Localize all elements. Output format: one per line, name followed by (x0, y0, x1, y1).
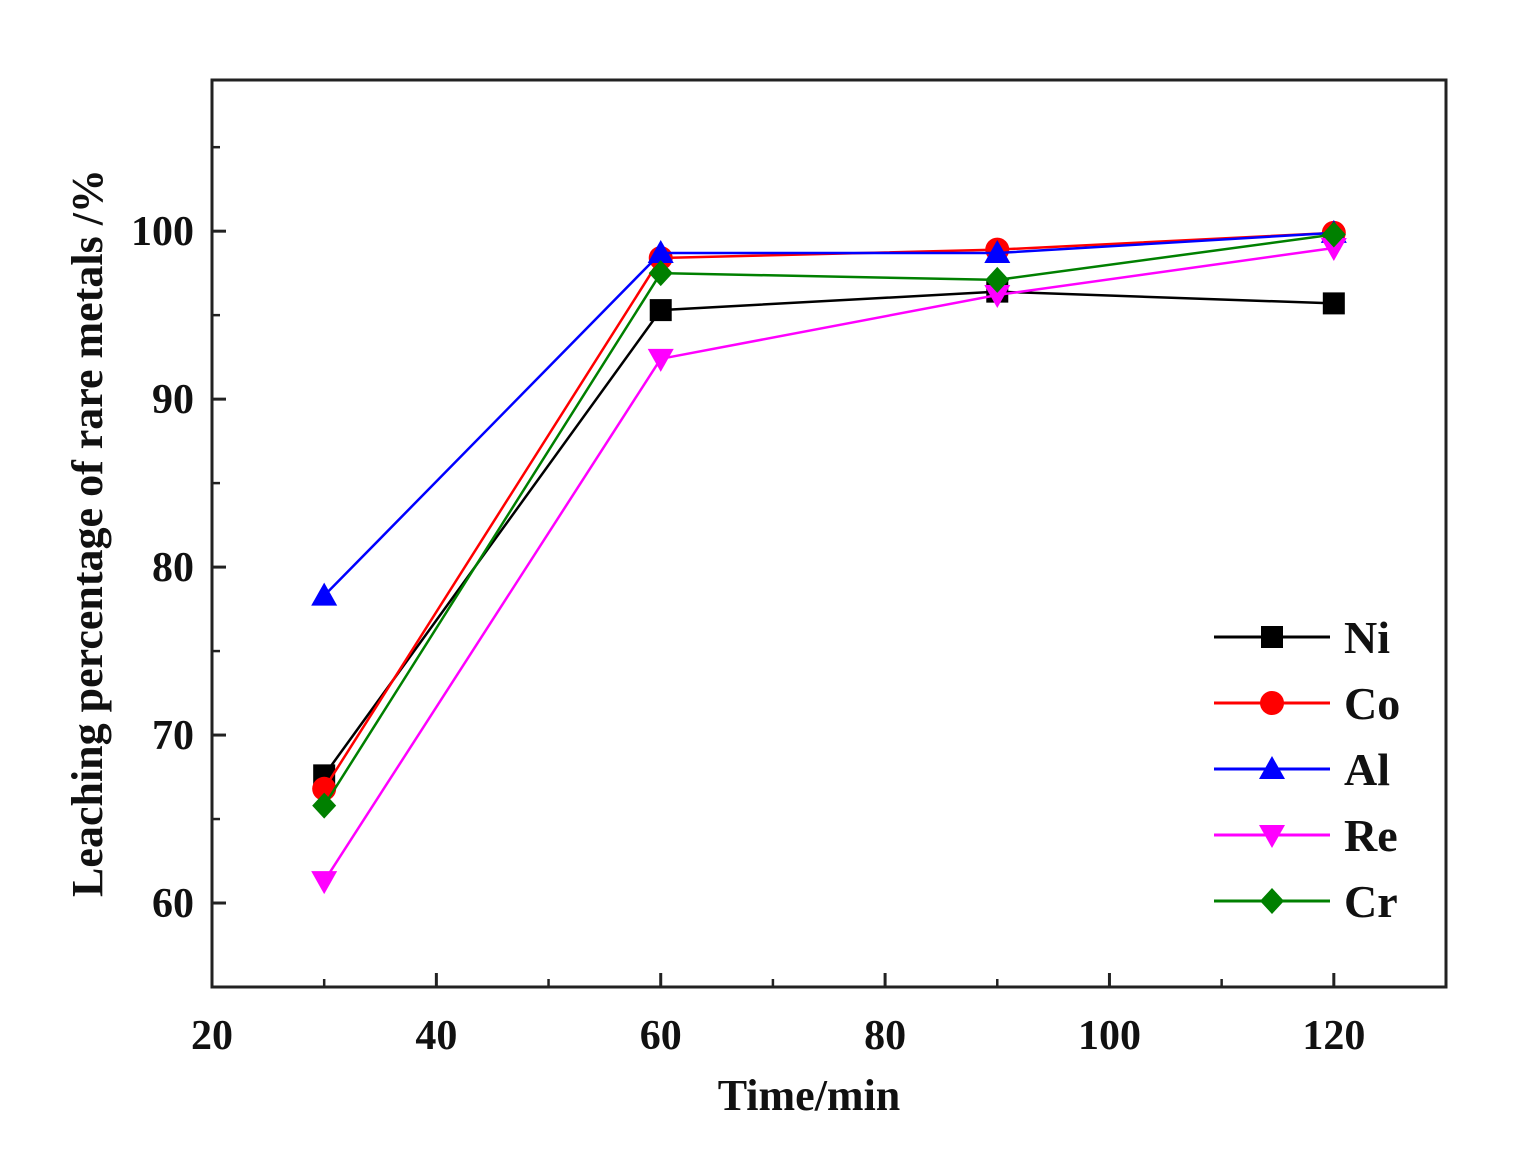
series-line-ni (323, 290, 1334, 777)
y-axis-title: Leaching percentage of rare metals /% (63, 169, 112, 897)
y-axis: 60 70 80 90 100 (131, 145, 226, 989)
series-line-re (323, 246, 1334, 882)
series-layer (311, 219, 1347, 895)
legend-marker-al (1259, 756, 1285, 779)
x-tick-label: 40 (415, 1013, 457, 1059)
series-co (312, 220, 1346, 801)
legend-label: Ni (1344, 612, 1390, 663)
data-point-cr (648, 260, 673, 287)
plot-frame (210, 78, 1448, 989)
legend-item-co: Co (1214, 678, 1400, 729)
data-point-ni (649, 299, 672, 322)
data-point-ni (1322, 292, 1345, 315)
legend-item-cr: Cr (1214, 876, 1398, 927)
legend-marker-re (1259, 825, 1285, 848)
series-cr (312, 221, 1346, 819)
legend-label: Re (1344, 810, 1398, 861)
data-point-re (311, 871, 338, 895)
x-axis: 20 40 60 80 100 120 (191, 973, 1365, 1059)
legend-item-re: Re (1214, 810, 1398, 861)
legend-marker-ni (1261, 626, 1283, 648)
data-point-re (647, 348, 674, 372)
legend-item-ni: Ni (1214, 612, 1390, 663)
data-point-al (647, 240, 674, 264)
legend-marker-cr (1260, 888, 1284, 914)
data-point-cr (312, 792, 337, 819)
x-tick-label: 60 (640, 1013, 682, 1059)
data-point-al (984, 240, 1011, 264)
data-point-re (1320, 237, 1347, 261)
series-line-co (323, 231, 1334, 790)
y-tick-label: 60 (152, 881, 194, 927)
series-line-al (323, 231, 1334, 597)
legend: Ni Co Al Re Cr (1214, 612, 1400, 927)
data-point-cr (985, 266, 1010, 293)
legend-marker-co (1260, 691, 1284, 715)
data-point-re (984, 284, 1011, 308)
x-tick-label: 100 (1078, 1013, 1141, 1059)
legend-label: Al (1344, 744, 1390, 795)
y-tick-label: 100 (131, 209, 194, 255)
series-line-cr (323, 233, 1334, 807)
data-point-cr (1321, 221, 1346, 248)
x-tick-label: 120 (1302, 1013, 1365, 1059)
series-ni (313, 280, 1345, 787)
y-tick-label: 90 (152, 377, 194, 423)
x-axis-title: Time/min (718, 1071, 901, 1120)
data-point-al (311, 582, 338, 606)
y-tick-label: 70 (152, 713, 194, 759)
legend-label: Cr (1344, 876, 1398, 927)
series-re (311, 237, 1347, 895)
y-tick-label: 80 (152, 545, 194, 591)
legend-label: Co (1344, 678, 1400, 729)
x-tick-label: 20 (191, 1013, 233, 1059)
legend-item-al: Al (1214, 744, 1390, 795)
x-tick-label: 80 (864, 1013, 906, 1059)
